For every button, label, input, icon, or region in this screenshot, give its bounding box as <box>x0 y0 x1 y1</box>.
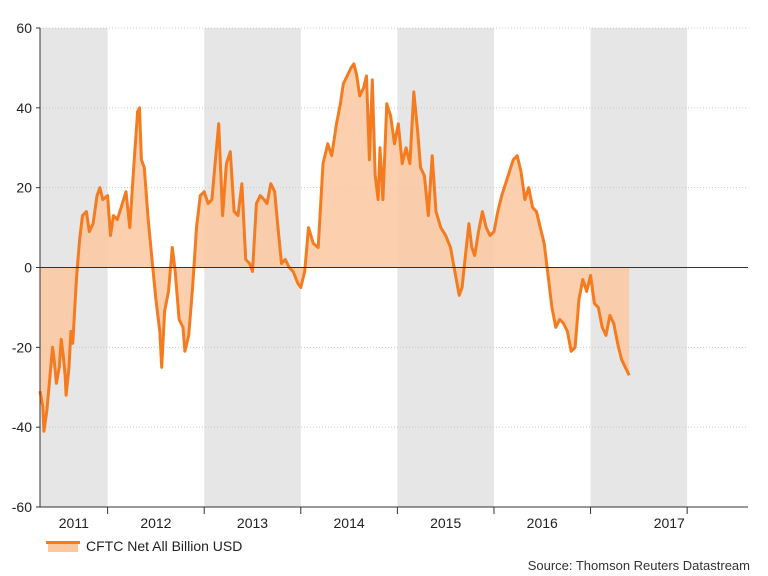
series-area <box>40 63 630 432</box>
x-tick-label-2015: 2015 <box>430 515 461 531</box>
axes <box>36 27 748 514</box>
x-tick-labels: 2011 2012 2013 2014 2015 2016 2017 <box>59 515 685 531</box>
legend-swatch <box>46 540 80 552</box>
source-note: Source: Thomson Reuters Datastream <box>527 558 750 573</box>
y-tick-label--60: -60 <box>12 499 32 515</box>
series-group <box>38 62 631 433</box>
y-tick-labels: 60 40 20 0 -20 -40 -60 <box>12 20 32 515</box>
y-tick-label-40: 40 <box>16 100 32 116</box>
legend: CFTC Net All Billion USD <box>46 538 242 554</box>
x-tick-label-2011: 2011 <box>59 515 89 531</box>
x-tick-label-2017: 2017 <box>654 515 685 531</box>
y-tick-label-0: 0 <box>24 260 32 276</box>
x-tick-label-2014: 2014 <box>334 515 365 531</box>
legend-label: CFTC Net All Billion USD <box>86 538 243 554</box>
y-tick-label--20: -20 <box>12 339 32 355</box>
y-tick-label-20: 20 <box>16 180 32 196</box>
series-line <box>38 62 631 433</box>
x-tick-label-2016: 2016 <box>527 515 558 531</box>
y-tick-label-60: 60 <box>16 20 32 36</box>
x-tick-label-2012: 2012 <box>140 515 171 531</box>
y-tick-label--40: -40 <box>12 419 32 435</box>
x-tick-label-2013: 2013 <box>237 515 268 531</box>
